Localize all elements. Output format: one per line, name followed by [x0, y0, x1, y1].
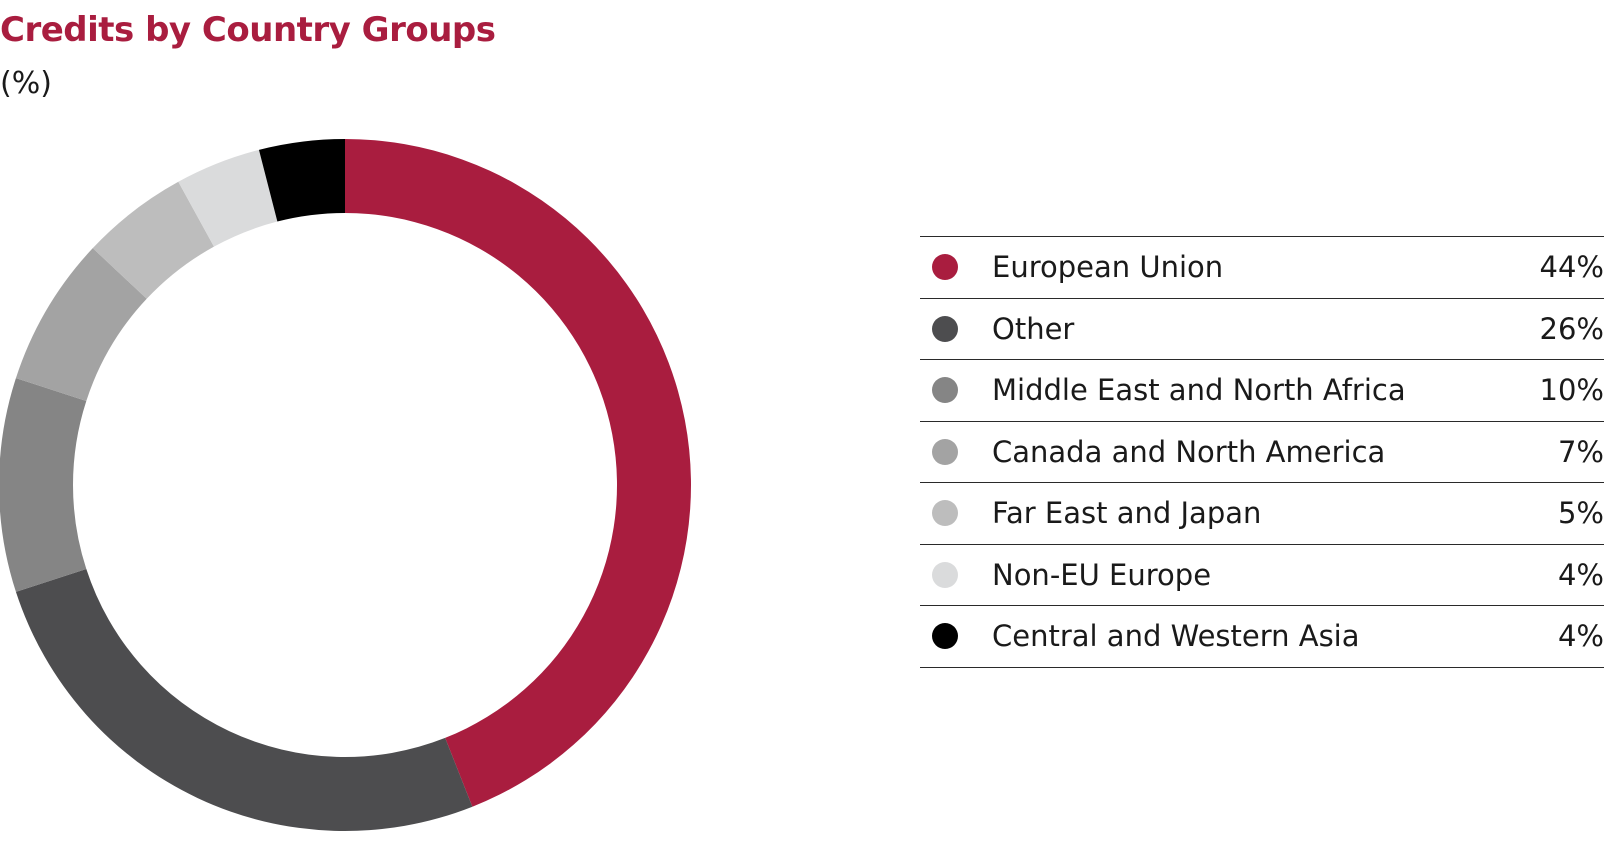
chart-title: Credits by Country Groups — [0, 10, 496, 50]
donut-slice-3 — [15, 248, 147, 401]
legend-row: Central and Western Asia 4% — [920, 606, 1604, 668]
legend-row: Canada and North America 7% — [920, 422, 1604, 483]
donut-slice-0 — [345, 139, 691, 807]
legend-value: 5% — [1557, 496, 1604, 531]
donut-slice-4 — [92, 181, 214, 299]
legend-value: 4% — [1557, 557, 1604, 592]
legend-label: Non-EU Europe — [992, 557, 1212, 592]
legend-swatch-icon — [932, 438, 958, 465]
legend-swatch-icon — [932, 254, 958, 281]
legend-label: Far East and Japan — [992, 496, 1262, 531]
legend-swatch-icon — [932, 561, 958, 588]
donut-slice-1 — [15, 569, 473, 831]
legend-label: Other — [992, 311, 1075, 346]
legend-label: Canada and North America — [992, 434, 1386, 469]
legend-swatch-icon — [932, 315, 958, 342]
legend-row: Non-EU Europe 4% — [920, 545, 1604, 606]
legend-label: Central and Western Asia — [992, 619, 1360, 654]
donut-slice-2 — [0, 378, 87, 592]
legend-value: 26% — [1539, 311, 1604, 346]
donut-slice-5 — [178, 149, 278, 247]
legend-swatch-icon — [932, 500, 958, 527]
donut-chart — [0, 139, 691, 831]
legend-value: 44% — [1539, 250, 1604, 285]
legend-value: 10% — [1539, 373, 1604, 408]
legend-label: European Union — [992, 250, 1224, 285]
chart-legend: European Union 44% Other 26% Middle East and… — [920, 236, 1604, 668]
donut-slice-6 — [258, 139, 345, 222]
legend-swatch-icon — [932, 377, 958, 404]
legend-row: Other 26% — [920, 299, 1604, 360]
legend-row: European Union 44% — [920, 237, 1604, 299]
legend-value: 7% — [1557, 434, 1604, 469]
chart-unit: (%) — [0, 66, 52, 101]
legend-row: Far East and Japan 5% — [920, 483, 1604, 545]
legend-value: 4% — [1557, 619, 1604, 654]
legend-swatch-icon — [932, 623, 958, 650]
legend-row: Middle East and North Africa 10% — [920, 360, 1604, 422]
legend-label: Middle East and North Africa — [992, 373, 1406, 408]
